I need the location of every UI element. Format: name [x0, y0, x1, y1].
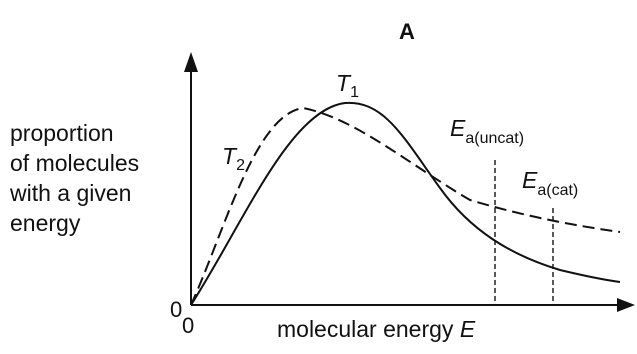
origin-y-label: 0 [170, 297, 182, 322]
y-axis-label-line: with a given [10, 180, 132, 206]
ea-cat-label: Ea(cat) [522, 167, 578, 199]
x-axis-label: molecular energy E [277, 316, 475, 343]
panel-label: A [399, 19, 415, 44]
y-axis-arrow [184, 52, 198, 72]
x-axis-label-text: molecular energy [277, 316, 454, 342]
y-axis-label-line: proportion [10, 120, 114, 146]
y-axis-label: proportion of molecules with a given ene… [10, 118, 139, 238]
ea-cat-subscript: a(cat) [537, 182, 578, 199]
t1-symbol: T [336, 70, 352, 96]
ea-uncat-subscript: a(uncat) [465, 130, 524, 147]
t2-label: T2 [222, 143, 245, 174]
x-axis-arrow [617, 298, 635, 312]
t1-label: T1 [336, 70, 359, 101]
ea-uncat-symbol: E [450, 115, 466, 141]
ea-cat-symbol: E [522, 167, 538, 193]
x-axis-variable: E [459, 316, 476, 342]
y-axis-label-line: energy [10, 210, 81, 236]
y-axis-label-line: of molecules [10, 150, 140, 176]
t2-subscript: 2 [236, 157, 245, 174]
t2-symbol: T [222, 143, 238, 169]
t1-subscript: 1 [350, 84, 359, 101]
origin-x-label: 0 [182, 313, 194, 338]
ea-uncat-label: Ea(uncat) [450, 115, 524, 147]
t1-curve [190, 101, 621, 306]
t2-curve [190, 106, 621, 306]
